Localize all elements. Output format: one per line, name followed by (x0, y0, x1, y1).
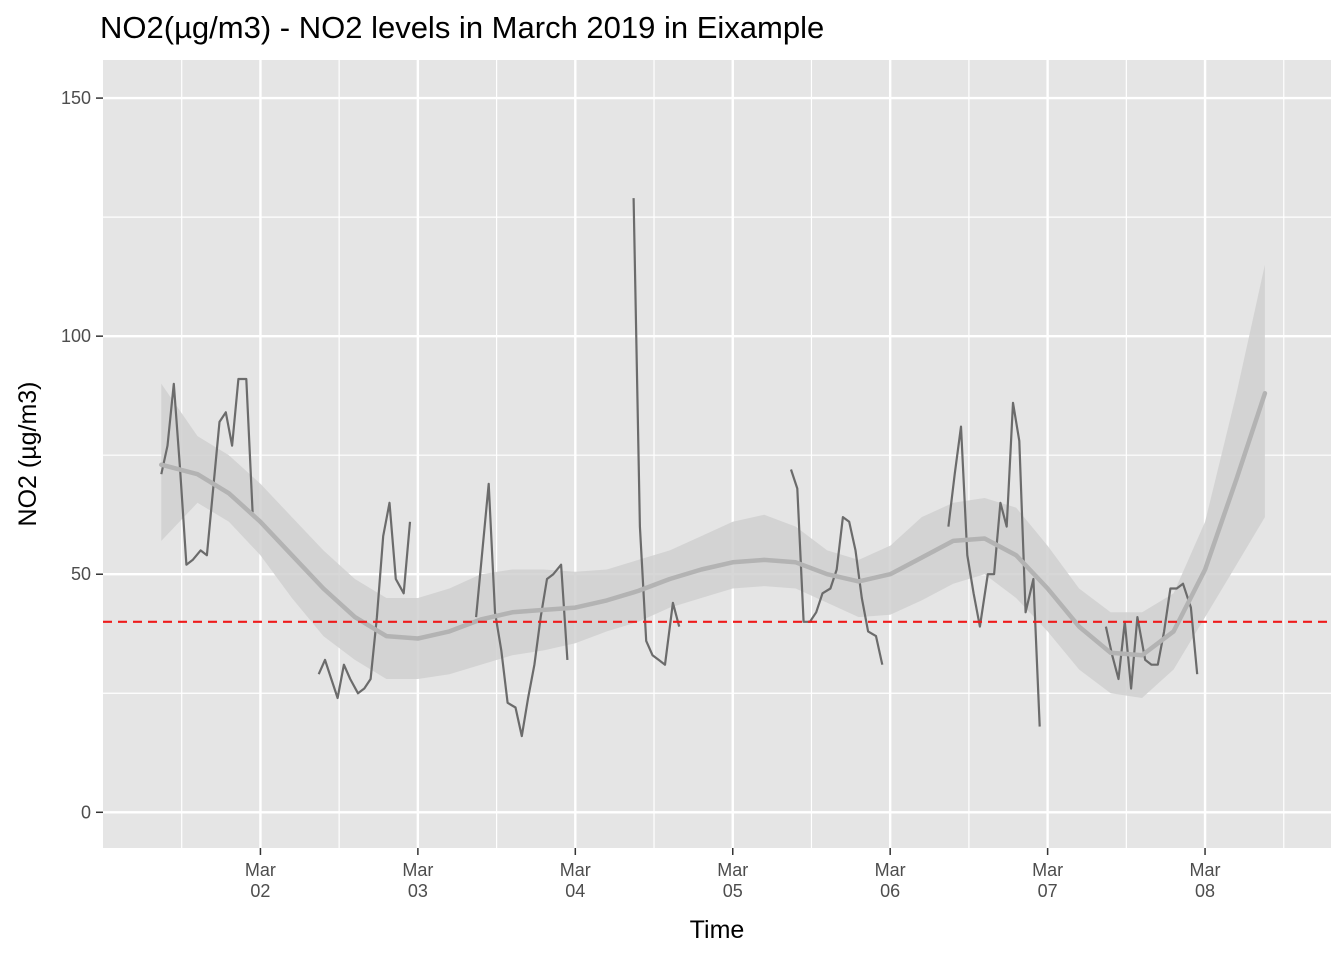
y-tick-label: 50 (71, 564, 91, 584)
confidence-band (161, 264, 1265, 698)
series-line (317, 501, 412, 700)
axes: 0 50 100 150 Mar 02 Mar 03 Mar 04 Mar 05 Mar 06 Mar 07 M… (61, 88, 1221, 901)
smooth-trend-line (159, 391, 1268, 658)
series-layer (160, 198, 1199, 738)
chart-title: NO2(µg/m3) - NO2 levels in March 2019 in… (100, 10, 824, 45)
x-tick-label: Mar 04 (560, 860, 591, 901)
x-tick-label: Mar 07 (1032, 860, 1063, 901)
confidence-band-layer (161, 264, 1265, 698)
plot-panel (103, 60, 1331, 848)
y-axis-title: NO2 (µg/m3) (14, 382, 42, 527)
y-tick-label: 100 (61, 326, 91, 346)
smooth-layer (159, 391, 1268, 658)
x-tick-label: Mar 06 (875, 860, 906, 901)
series-line (789, 469, 884, 665)
y-tick-label: 150 (61, 88, 91, 108)
x-tick-label: Mar 02 (245, 860, 276, 901)
series-line (632, 198, 681, 666)
x-tick-label: Mar 05 (717, 860, 748, 901)
x-tick-label: Mar 08 (1190, 860, 1221, 901)
x-axis-title: Time (690, 916, 745, 944)
x-tick-label: Mar 03 (402, 860, 433, 901)
series-line (1104, 582, 1199, 690)
series-line (475, 482, 569, 738)
series-line (160, 377, 254, 566)
series-line (947, 401, 1041, 727)
y-tick-label: 0 (81, 802, 91, 822)
